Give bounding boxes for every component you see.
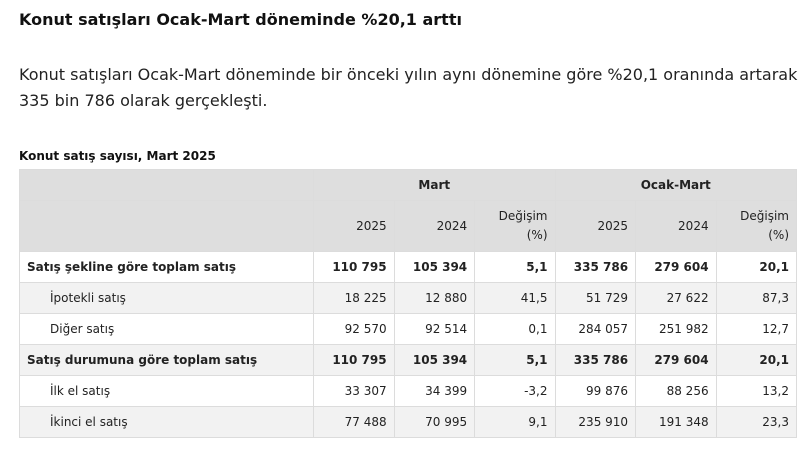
sales-table: Mart Ocak-Mart 2025 2024 Değişim (%) 202… xyxy=(18,169,798,438)
table-row: Diğer satış 92 570 92 514 0,1 284 057 25… xyxy=(18,313,798,345)
table-cell: 51 729 xyxy=(554,282,637,314)
table-cell: 77 488 xyxy=(313,406,395,438)
table-row: İpotekli satış 18 225 12 880 41,5 51 729… xyxy=(18,282,798,314)
table-cell: 9,1 xyxy=(474,406,556,438)
table-cell: 251 982 xyxy=(635,313,717,345)
table-cell: 20,1 xyxy=(715,251,798,283)
table-row: İlk el satış 33 307 34 399 -3,2 99 876 8… xyxy=(18,375,798,407)
header-blank-cell xyxy=(18,169,315,201)
table-cell: 279 604 xyxy=(635,251,717,283)
table-row: İkinci el satış 77 488 70 995 9,1 235 91… xyxy=(18,406,798,438)
column-header: Değişim (%) xyxy=(715,200,798,252)
table-column-header-row: 2025 2024 Değişim (%) 2025 2024 Değişim … xyxy=(18,200,798,252)
row-label: İlk el satış xyxy=(18,375,315,407)
table-cell: -3,2 xyxy=(474,375,556,407)
table-cell: 0,1 xyxy=(474,313,556,345)
column-header: 2025 xyxy=(554,200,637,252)
table-row: Satış şekline göre toplam satış 110 795 … xyxy=(18,251,798,283)
table-cell: 110 795 xyxy=(313,344,395,376)
table-cell: 284 057 xyxy=(554,313,637,345)
table-cell: 88 256 xyxy=(635,375,717,407)
header-blank-cell xyxy=(18,200,315,252)
column-header: 2025 xyxy=(313,200,395,252)
lead-paragraph: Konut satışları Ocak-Mart döneminde bir … xyxy=(19,65,798,110)
row-label: Satış durumuna göre toplam satış xyxy=(18,344,315,376)
row-label: Diğer satış xyxy=(18,313,315,345)
table-cell: 5,1 xyxy=(474,344,556,376)
table-cell: 191 348 xyxy=(635,406,717,438)
page-title: Konut satışları Ocak-Mart döneminde %20,… xyxy=(19,10,462,29)
table-cell: 12,7 xyxy=(715,313,798,345)
table-cell: 5,1 xyxy=(474,251,556,283)
table-cell: 41,5 xyxy=(474,282,556,314)
table-cell: 12 880 xyxy=(393,282,476,314)
table-cell: 110 795 xyxy=(313,251,395,283)
table-group-header-row: Mart Ocak-Mart xyxy=(18,169,797,201)
table-cell: 87,3 xyxy=(715,282,798,314)
table-cell: 335 786 xyxy=(554,251,637,283)
table-caption: Konut satış sayısı, Mart 2025 xyxy=(19,149,216,163)
table-cell: 70 995 xyxy=(393,406,476,438)
row-label: İkinci el satış xyxy=(18,406,315,438)
group-header-ocak-mart: Ocak-Mart xyxy=(554,169,797,201)
table-cell: 92 570 xyxy=(313,313,395,345)
table-cell: 335 786 xyxy=(554,344,637,376)
column-header: Değişim (%) xyxy=(474,200,556,252)
table-cell: 279 604 xyxy=(635,344,717,376)
table-cell: 105 394 xyxy=(393,344,476,376)
table-cell: 34 399 xyxy=(393,375,476,407)
table-row: Satış durumuna göre toplam satış 110 795… xyxy=(18,344,798,376)
table-cell: 105 394 xyxy=(393,251,476,283)
table-cell: 33 307 xyxy=(313,375,395,407)
row-label: İpotekli satış xyxy=(18,282,315,314)
column-header: 2024 xyxy=(635,200,717,252)
column-header: 2024 xyxy=(393,200,476,252)
table-cell: 20,1 xyxy=(715,344,798,376)
table-cell: 235 910 xyxy=(554,406,637,438)
table-cell: 92 514 xyxy=(393,313,476,345)
table-cell: 27 622 xyxy=(635,282,717,314)
table-cell: 23,3 xyxy=(715,406,798,438)
group-header-mart: Mart xyxy=(313,169,556,201)
table-cell: 99 876 xyxy=(554,375,637,407)
table-cell: 13,2 xyxy=(715,375,798,407)
row-label: Satış şekline göre toplam satış xyxy=(18,251,315,283)
table-cell: 18 225 xyxy=(313,282,395,314)
